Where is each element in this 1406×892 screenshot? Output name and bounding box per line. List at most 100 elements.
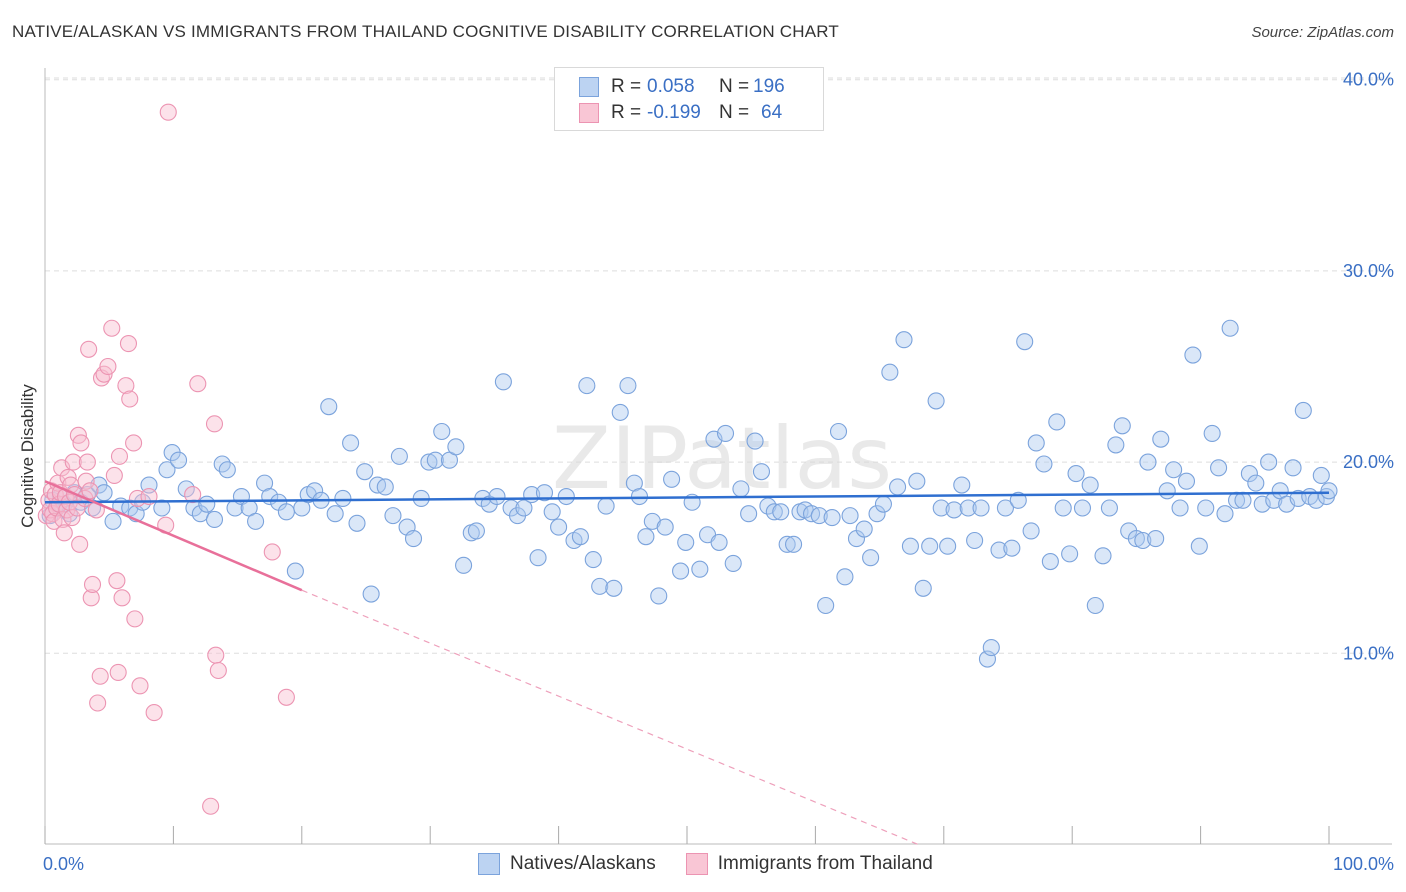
point-thailand xyxy=(91,667,109,685)
point-natives xyxy=(752,463,771,481)
point-natives xyxy=(218,461,236,479)
point-natives xyxy=(104,512,122,530)
point-natives xyxy=(571,528,589,546)
point-natives xyxy=(785,535,803,553)
point-natives xyxy=(426,451,444,469)
point-natives xyxy=(945,501,963,519)
stats-legend: R = 0.058 N = 196 R = -0.199 N = 64 xyxy=(554,67,824,131)
point-natives xyxy=(1240,465,1258,483)
trend-extension-thailand xyxy=(301,589,919,846)
point-thailand xyxy=(125,434,143,452)
source-label: Source: ZipAtlas.com xyxy=(1251,24,1394,41)
point-natives xyxy=(1147,530,1165,548)
point-natives xyxy=(1003,539,1021,557)
point-natives xyxy=(376,478,394,496)
point-thailand xyxy=(159,103,177,121)
trend-line-natives xyxy=(44,491,1330,504)
point-natives xyxy=(855,520,873,538)
point-natives xyxy=(348,514,366,532)
y-axis-title: Cognitive Disability xyxy=(18,384,37,528)
point-thailand xyxy=(78,453,96,471)
point-natives xyxy=(320,398,338,416)
trend-line-thailand xyxy=(44,480,303,592)
point-natives xyxy=(1284,459,1302,477)
point-natives xyxy=(1035,455,1053,473)
point-natives xyxy=(1197,499,1215,517)
point-thailand xyxy=(99,357,117,376)
point-natives xyxy=(1107,436,1125,454)
point-thailand xyxy=(126,610,144,628)
x-tick-label-max: 100.0% xyxy=(1333,854,1394,874)
point-natives xyxy=(1152,430,1170,448)
point-natives xyxy=(433,422,451,441)
point-thailand xyxy=(121,390,139,408)
legend-item-natives[interactable]: Natives/Alaskans xyxy=(478,853,656,875)
point-natives xyxy=(286,562,304,580)
point-natives xyxy=(158,461,176,479)
point-natives xyxy=(1127,530,1145,548)
point-natives xyxy=(277,503,295,521)
point-natives xyxy=(619,377,637,395)
point-natives xyxy=(1094,547,1112,565)
point-thailand xyxy=(83,575,102,594)
point-natives xyxy=(677,533,695,551)
point-natives xyxy=(953,476,971,494)
point-natives xyxy=(198,495,216,513)
point-natives xyxy=(362,585,380,603)
legend-item-thailand[interactable]: Immigrants from Thailand xyxy=(685,853,933,875)
n-value-natives: 196 xyxy=(753,76,785,97)
point-natives xyxy=(404,530,423,548)
point-natives xyxy=(630,487,649,506)
point-natives xyxy=(836,568,854,586)
y-tick-label: 10.0% xyxy=(1343,643,1394,663)
point-natives xyxy=(342,434,360,452)
swatch-natives xyxy=(579,77,599,97)
point-natives xyxy=(732,480,750,498)
point-natives xyxy=(1027,434,1045,452)
n-value-thailand: 64 xyxy=(761,102,783,123)
point-natives xyxy=(1081,476,1099,494)
point-natives xyxy=(914,579,932,597)
point-natives xyxy=(177,480,195,498)
point-thailand xyxy=(63,508,81,527)
point-natives xyxy=(1009,491,1027,509)
point-natives xyxy=(605,579,623,597)
point-thailand xyxy=(105,466,123,485)
point-natives xyxy=(488,487,506,506)
point-natives xyxy=(1041,552,1059,571)
point-natives xyxy=(1158,482,1176,500)
point-natives xyxy=(550,518,568,536)
n-label: N = xyxy=(719,102,750,123)
point-natives xyxy=(1048,413,1066,431)
point-natives xyxy=(746,432,764,450)
point-natives xyxy=(1022,522,1040,540)
point-natives xyxy=(1234,491,1252,509)
swatch-thailand xyxy=(579,103,599,123)
point-natives xyxy=(455,556,473,574)
point-natives xyxy=(663,470,681,488)
point-natives xyxy=(591,577,609,595)
point-natives xyxy=(966,531,984,550)
r-value-natives: 0.058 xyxy=(647,76,695,97)
point-natives xyxy=(1260,453,1278,471)
point-natives xyxy=(724,554,742,572)
point-natives xyxy=(153,499,171,517)
point-natives xyxy=(169,451,188,469)
point-thailand xyxy=(71,535,89,553)
point-natives xyxy=(1294,401,1312,420)
y-tick-label: 40.0% xyxy=(1343,70,1394,90)
point-natives xyxy=(908,472,926,490)
point-natives xyxy=(996,499,1014,517)
point-natives xyxy=(247,512,265,530)
x-tick-label-min: 0.0% xyxy=(43,854,84,874)
point-natives xyxy=(95,484,113,502)
point-natives xyxy=(1061,545,1079,563)
point-thailand xyxy=(89,694,107,712)
point-thailand xyxy=(80,340,98,358)
point-natives xyxy=(1073,499,1092,517)
point-thailand xyxy=(277,688,295,706)
point-thailand xyxy=(77,472,95,490)
point-thailand xyxy=(81,482,99,500)
trend-extensions xyxy=(301,589,919,846)
legend-swatch-natives xyxy=(478,853,500,875)
